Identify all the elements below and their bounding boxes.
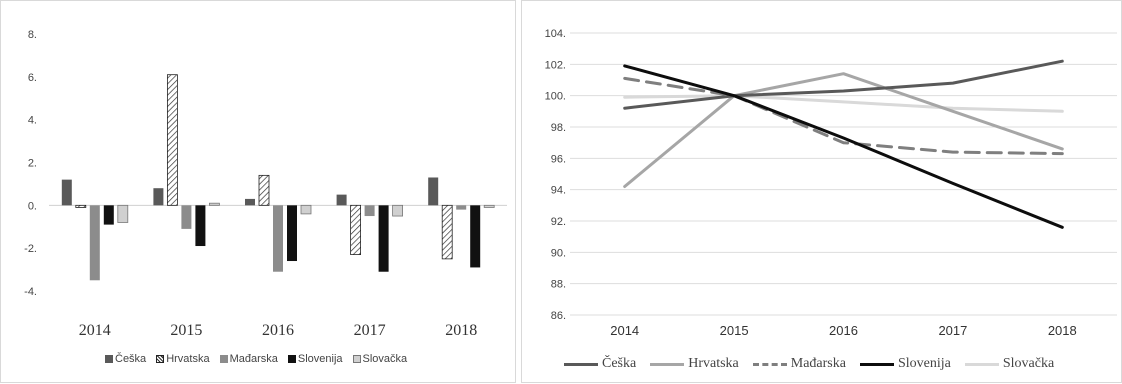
bar-group-2014 (61, 179, 129, 281)
bar-hrvatska-2016 (258, 174, 270, 206)
y-tick-label: 4. (28, 115, 37, 127)
legend-label: Mađarska (790, 356, 846, 371)
x-category-label: 2014 (610, 323, 639, 338)
bar-slovacka-2015 (208, 202, 220, 206)
legend-swatch (105, 355, 113, 363)
y-tick-label: 8. (28, 29, 37, 41)
legend-line-swatch (964, 362, 999, 366)
bar-slovenija-2015 (195, 205, 206, 247)
y-tick-label: 2. (28, 158, 37, 170)
bar-slovenija-2014 (103, 205, 114, 225)
line-hrvatska (623, 72, 1064, 188)
bar-group-2018 (428, 177, 495, 268)
bar-hrvatska-2017 (350, 204, 362, 255)
y-tick-label: 92. (551, 216, 566, 228)
y-tick-label: -4. (24, 286, 37, 298)
legend-line-swatch (752, 362, 787, 366)
bar-chart: -4. -2. 0. 2. 4. 6. 8. 2014 2015 2016 2017 2018 (24, 29, 507, 339)
line-chart: 86. 88. 90. 92. 94. 96. 98. 100. 102. 104. 2014 201… (545, 28, 1117, 338)
legend-swatch (287, 355, 296, 363)
x-category-label: 2016 (829, 323, 858, 338)
legend-label: Slovenija (897, 356, 951, 371)
bar-group-2015 (153, 74, 220, 247)
line-madarska (623, 76, 1064, 156)
y-tick-label: 104. (545, 28, 566, 40)
y-tick-label: 6. (28, 72, 37, 84)
legend-line-swatch (650, 362, 685, 366)
bar-slovacka-2017 (392, 204, 404, 217)
x-category-label: 2017 (938, 323, 967, 338)
bar-group-2016 (245, 174, 312, 272)
bar-group-2017 (336, 194, 404, 272)
legend-item-madarska: Mađarska (752, 356, 846, 372)
y-tick-label: 88. (551, 279, 566, 291)
legend-item-ceska: Češka (564, 356, 636, 372)
y-tick-label: 94. (551, 185, 566, 197)
legend-label: Hrvatska (166, 353, 210, 365)
bar-ceska-2014 (61, 179, 72, 206)
legend-item-hrvatska: Hrvatska (650, 356, 739, 372)
bar-slovenija-2017 (378, 205, 389, 272)
bar-madarska-2015 (181, 205, 192, 229)
line-ceska (623, 59, 1064, 110)
line-chart-panel: 86. 88. 90. 92. 94. 96. 98. 100. 102. 104. 2014 201… (521, 0, 1122, 383)
bar-slovacka-2016 (300, 204, 312, 215)
y-tick-label: 100. (545, 91, 566, 103)
legend-item-slovacka: Slovačka (964, 356, 1055, 372)
bar-slovacka-2018 (483, 204, 495, 208)
line-slovacka (623, 94, 1064, 113)
legend-label: Slovačka (362, 353, 408, 365)
bar-madarska-2016 (273, 205, 283, 272)
bar-ceska-2017 (336, 194, 347, 206)
bar-ceska-2016 (245, 198, 255, 206)
legend-item-madarska: Mađarska (219, 353, 278, 365)
gridlines (570, 32, 1117, 316)
legend-label: Slovenija (297, 353, 343, 365)
x-category-label: 2017 (354, 322, 386, 339)
legend-item-slovenija: Slovenija (287, 353, 343, 365)
legend-line-swatch (859, 362, 894, 366)
y-tick-label: 96. (551, 153, 566, 165)
x-category-label: 2015 (170, 322, 202, 339)
x-category-label: 2018 (1048, 323, 1077, 338)
legend-swatch (219, 355, 228, 363)
legend-line-swatch (564, 362, 598, 366)
x-category-label: 2018 (445, 322, 477, 339)
y-tick-label: 98. (551, 122, 566, 134)
bar-chart-panel: -4. -2. 0. 2. 4. 6. 8. 2014 2015 2016 2017 2018 Češ… (0, 0, 516, 383)
legend-label: Češka (115, 353, 147, 365)
legend-swatch (352, 355, 361, 363)
x-category-label: 2014 (79, 322, 111, 339)
legend-label: Mađarska (229, 353, 278, 365)
bar-ceska-2018 (428, 177, 439, 206)
legend-label: Slovačka (1002, 356, 1055, 371)
bar-hrvatska-2018 (441, 204, 453, 260)
x-category-label: 2015 (720, 323, 749, 338)
bar-madarska-2014 (89, 205, 100, 281)
bar-chart-legend: Češka Hrvatska Mađarska Slovenija Slovačka (105, 353, 417, 365)
bar-madarska-2018 (456, 205, 467, 210)
bar-slovenija-2016 (287, 205, 297, 262)
y-tick-label: -2. (24, 243, 37, 255)
bar-slovacka-2014 (117, 204, 129, 223)
legend-item-ceska: Češka (105, 353, 146, 365)
legend-item-hrvatska: Hrvatska (156, 353, 210, 365)
bar-hrvatska-2015 (166, 74, 178, 206)
y-tick-label: 0. (28, 200, 37, 212)
y-tick-label: 102. (545, 59, 566, 71)
bar-madarska-2017 (364, 205, 375, 217)
bar-slovenija-2018 (470, 205, 481, 268)
legend-item-slovacka: Slovačka (352, 353, 408, 365)
line-slovenija (623, 64, 1064, 229)
bar-hrvatska-2014 (75, 204, 87, 208)
x-category-label: 2016 (262, 322, 294, 339)
y-tick-label: 90. (551, 247, 566, 259)
legend-item-slovenija: Slovenija (859, 356, 951, 372)
bar-ceska-2015 (153, 188, 164, 206)
line-chart-legend: Češka Hrvatska Mađarska Slovenija Slovačka (564, 356, 1068, 372)
legend-label: Hrvatska (688, 356, 739, 371)
legend-label: Češka (602, 356, 637, 371)
y-tick-label: 86. (551, 310, 566, 322)
legend-swatch (156, 355, 165, 363)
